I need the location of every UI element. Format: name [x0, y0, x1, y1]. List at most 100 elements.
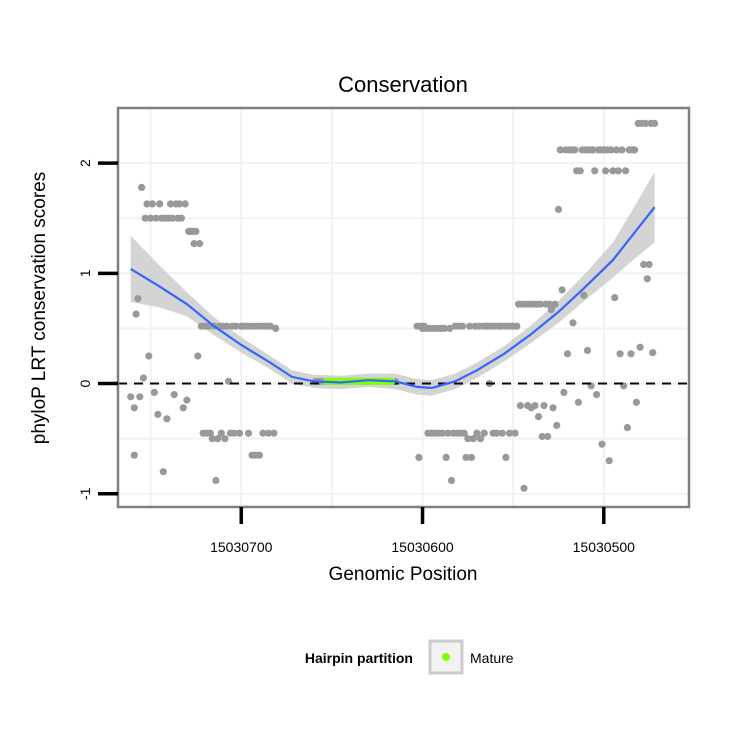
data-point	[569, 319, 577, 327]
data-point	[611, 294, 619, 302]
x-axis-label: Genomic Position	[329, 564, 478, 585]
data-point	[141, 214, 149, 222]
y-tick-label: 1	[77, 269, 93, 277]
data-point	[217, 429, 225, 437]
data-point	[130, 451, 138, 459]
data-point	[462, 453, 470, 461]
data-point	[531, 402, 539, 410]
data-point	[442, 453, 450, 461]
data-point	[460, 429, 468, 437]
data-point	[270, 429, 278, 437]
data-point	[145, 352, 153, 360]
data-point	[563, 350, 572, 358]
data-point	[576, 167, 584, 175]
y-tick-label: -1	[77, 487, 93, 500]
data-point	[444, 429, 452, 437]
data-point	[136, 393, 144, 401]
data-point	[181, 200, 189, 208]
data-point	[609, 167, 617, 175]
data-point	[147, 214, 155, 222]
data-point	[134, 295, 142, 303]
data-point	[179, 404, 187, 412]
data-point	[212, 476, 220, 485]
data-point	[498, 429, 506, 437]
legend-key-dot	[442, 653, 450, 661]
data-point	[571, 146, 579, 154]
data-point	[190, 240, 198, 248]
legend-item-label: Mature	[470, 650, 514, 666]
smooth-line	[130, 206, 656, 390]
x-tick-label: 15030600	[391, 539, 454, 555]
data-point	[259, 429, 267, 437]
data-point	[534, 413, 543, 421]
data-point	[206, 429, 214, 437]
data-point	[466, 322, 474, 330]
y-tick-label: 0	[77, 379, 93, 387]
data-point	[255, 451, 263, 459]
data-point	[480, 429, 488, 437]
data-point	[150, 388, 158, 396]
data-point	[415, 453, 423, 461]
data-point	[591, 167, 599, 175]
data-point	[649, 349, 657, 357]
data-point	[538, 432, 546, 441]
panel-frame	[116, 106, 691, 509]
data-point	[612, 146, 621, 154]
data-point	[272, 324, 280, 332]
data-point	[602, 167, 610, 175]
data-point	[618, 146, 626, 154]
data-point	[651, 119, 659, 127]
data-point	[476, 435, 485, 443]
plot-panel	[116, 106, 691, 509]
legend: Hairpin partition Mature	[305, 639, 514, 675]
data-point	[177, 214, 185, 222]
data-point	[516, 402, 525, 410]
data-point	[192, 227, 200, 235]
y-axis: -1 0 1 2	[77, 159, 118, 500]
data-point	[645, 260, 653, 269]
grid-lines	[118, 108, 689, 507]
data-point	[473, 429, 481, 437]
data-point	[607, 146, 615, 154]
data-point	[183, 396, 191, 404]
data-point	[132, 310, 140, 318]
data-point	[545, 300, 554, 308]
data-point	[623, 424, 632, 432]
y-tick-label: 2	[77, 159, 93, 167]
data-point	[159, 468, 167, 476]
data-point	[641, 119, 650, 127]
data-point	[636, 343, 644, 351]
data-point	[214, 435, 222, 443]
x-tick-label: 15030700	[210, 539, 273, 555]
data-point	[130, 404, 138, 412]
data-point	[152, 214, 160, 222]
data-point	[580, 291, 588, 299]
data-point	[223, 322, 231, 330]
data-point	[544, 432, 552, 441]
data-point	[138, 183, 146, 191]
data-point	[554, 205, 563, 213]
data-point	[593, 391, 601, 399]
data-point	[170, 391, 178, 399]
data-point	[520, 484, 528, 492]
data-point	[640, 260, 648, 269]
data-point	[558, 286, 566, 294]
data-point	[447, 476, 456, 485]
legend-title: Hairpin partition	[305, 650, 413, 666]
data-point	[553, 421, 561, 429]
data-point	[469, 435, 477, 443]
data-point	[505, 429, 514, 437]
data-point	[643, 275, 651, 283]
data-point	[627, 350, 635, 358]
loess-line	[130, 206, 656, 390]
y-axis-label: phyloP LRT conservation scores	[29, 172, 50, 445]
data-point	[616, 350, 624, 358]
data-point	[547, 306, 555, 314]
data-point	[266, 322, 274, 330]
chart-title: Conservation	[338, 72, 468, 97]
data-point	[556, 146, 564, 154]
data-point	[221, 435, 229, 443]
data-point	[235, 429, 244, 437]
